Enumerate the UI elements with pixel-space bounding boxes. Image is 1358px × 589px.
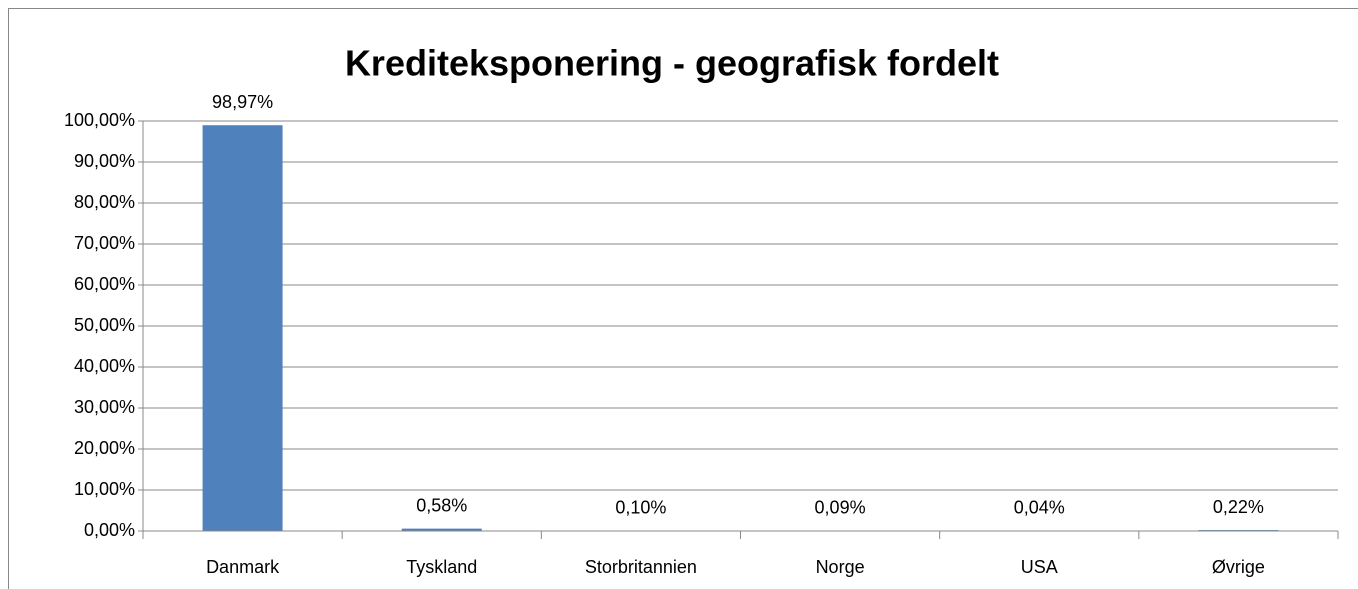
y-tick-label: 90,00%: [74, 151, 135, 171]
x-tick-label: USA: [1021, 557, 1058, 577]
y-tick-label: 100,00%: [64, 110, 135, 130]
x-tick-label: Tyskland: [406, 557, 477, 577]
x-tick-label: Storbritannien: [585, 557, 697, 577]
y-tick-label: 70,00%: [74, 233, 135, 253]
bar: [202, 125, 283, 532]
y-tick-label: 50,00%: [74, 315, 135, 335]
y-tick-label: 30,00%: [74, 397, 135, 417]
y-tick-label: 40,00%: [74, 356, 135, 376]
y-tick-label: 80,00%: [74, 192, 135, 212]
x-tick-label: Danmark: [206, 557, 280, 577]
value-label: 98,97%: [212, 92, 273, 112]
value-label: 0,09%: [815, 497, 866, 517]
x-tick-label: Øvrige: [1212, 557, 1265, 577]
chart-title: Krediteksponering - geografisk fordelt: [345, 43, 999, 84]
y-tick-label: 10,00%: [74, 479, 135, 499]
chart-border: [8, 8, 1358, 589]
y-tick-label: 20,00%: [74, 438, 135, 458]
value-label: 0,04%: [1014, 498, 1065, 518]
x-tick-label: Norge: [816, 557, 865, 577]
value-label: 0,22%: [1213, 497, 1264, 517]
y-tick-label: 60,00%: [74, 274, 135, 294]
value-label: 0,10%: [615, 497, 666, 517]
bar: [401, 528, 482, 531]
y-tick-label: 0,00%: [84, 520, 135, 540]
value-label: 0,58%: [416, 495, 467, 515]
